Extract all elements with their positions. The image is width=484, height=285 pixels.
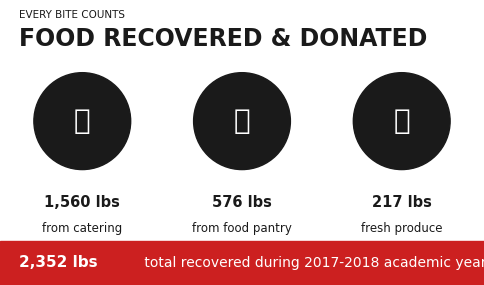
- Text: 2,352 lbs: 2,352 lbs: [19, 255, 98, 270]
- Text: FOOD RECOVERED & DONATED: FOOD RECOVERED & DONATED: [19, 27, 428, 51]
- Text: fresh produce: fresh produce: [361, 222, 442, 235]
- Text: 🛍: 🛍: [234, 107, 250, 135]
- Ellipse shape: [34, 73, 131, 170]
- FancyBboxPatch shape: [0, 241, 484, 285]
- Text: EVERY BITE COUNTS: EVERY BITE COUNTS: [19, 10, 125, 20]
- Text: from catering: from catering: [42, 222, 122, 235]
- Text: total recovered during 2017-2018 academic year: total recovered during 2017-2018 academi…: [140, 256, 484, 270]
- Ellipse shape: [194, 73, 290, 170]
- Text: 576 lbs: 576 lbs: [212, 195, 272, 210]
- Text: 🍽: 🍽: [74, 107, 91, 135]
- Text: 217 lbs: 217 lbs: [372, 195, 432, 210]
- Text: from food pantry: from food pantry: [192, 222, 292, 235]
- Ellipse shape: [353, 73, 450, 170]
- Text: 🍏: 🍏: [393, 107, 410, 135]
- Text: 1,560 lbs: 1,560 lbs: [45, 195, 120, 210]
